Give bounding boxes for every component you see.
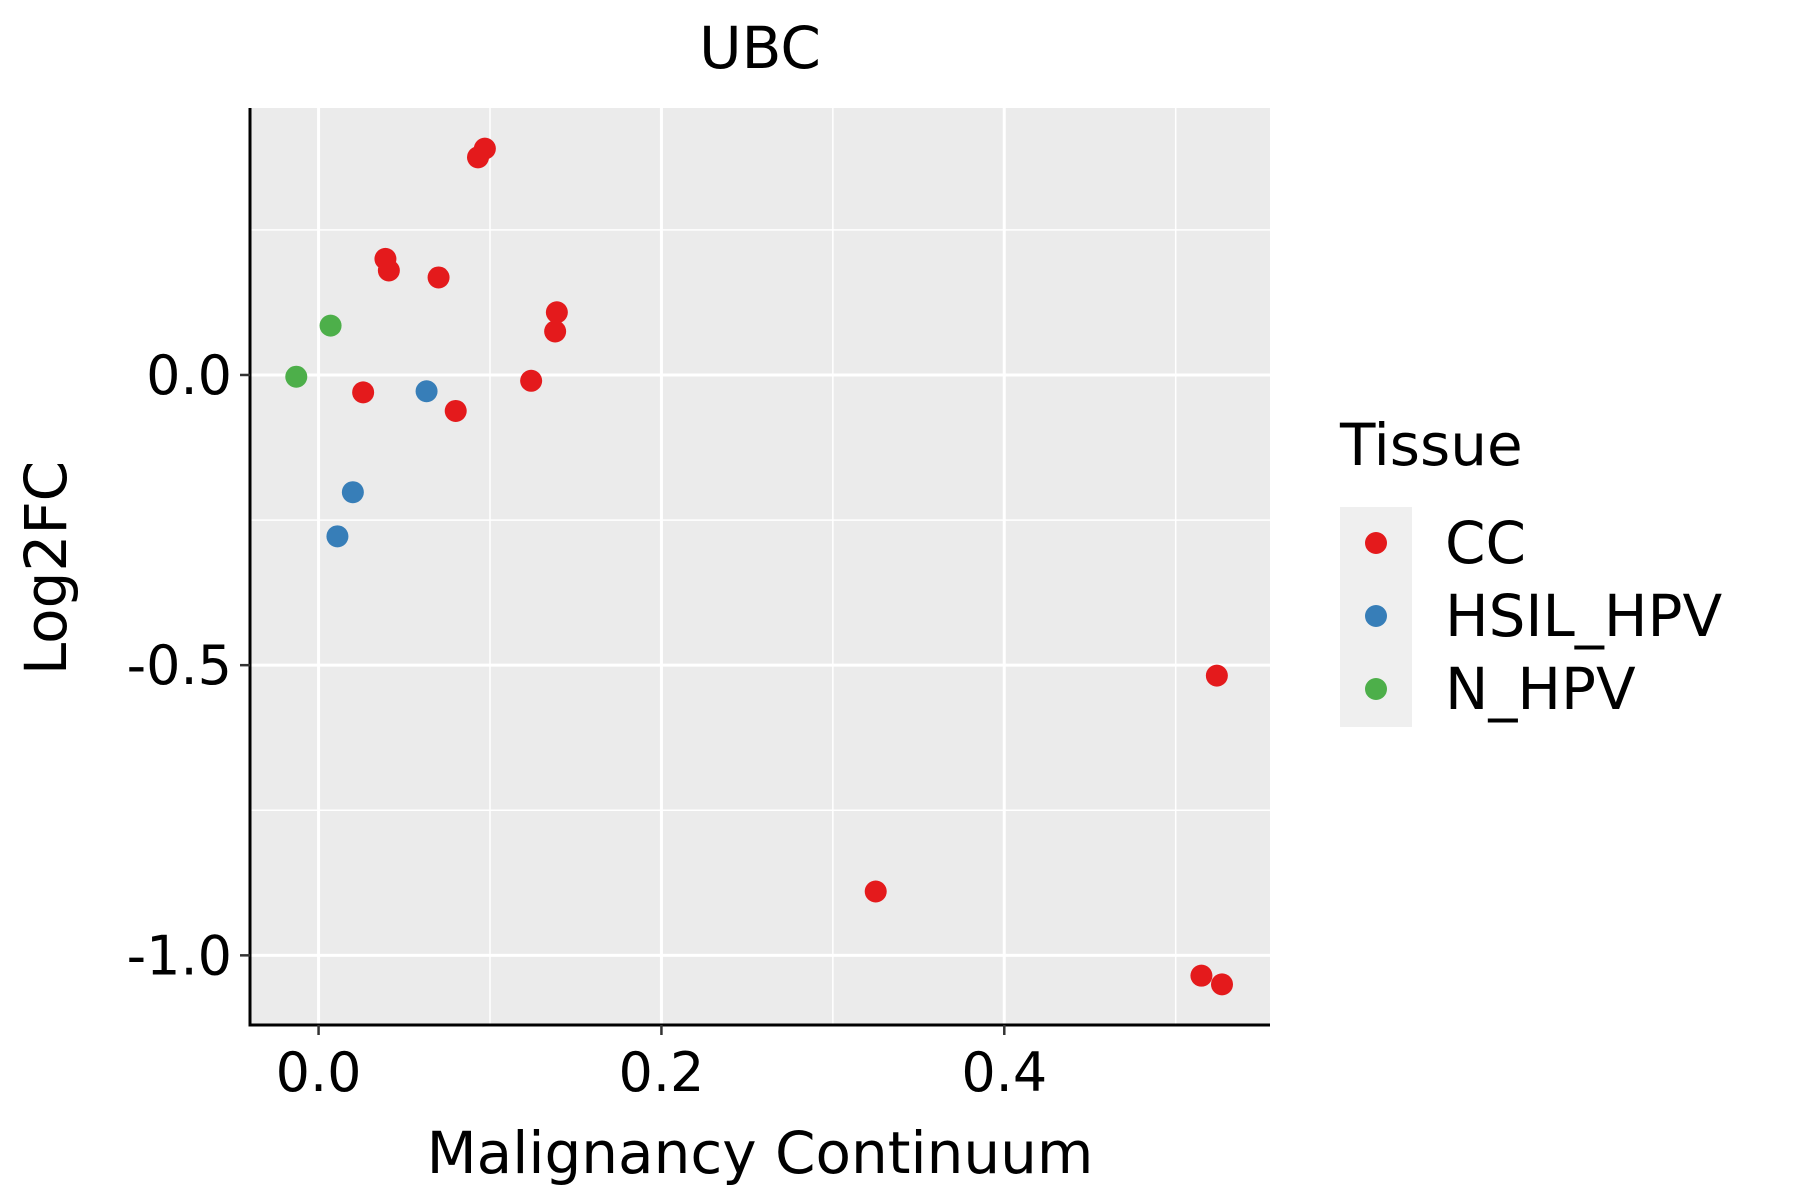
data-points	[285, 137, 1233, 996]
data-point-hsil-hpv	[326, 525, 349, 548]
legend-key-n-hpv	[1365, 678, 1387, 700]
data-point-n-hpv	[319, 314, 342, 337]
data-point-cc	[864, 880, 887, 903]
data-point-cc	[473, 137, 496, 160]
data-point-cc	[427, 266, 450, 289]
y-axis-label: Log2FC	[12, 461, 80, 675]
data-point-cc	[1211, 973, 1233, 996]
data-point-cc	[520, 369, 543, 392]
data-point-cc	[1190, 964, 1213, 987]
legend-label: CC	[1445, 509, 1526, 577]
data-point-hsil-hpv	[341, 481, 364, 504]
legend-key-cc	[1365, 532, 1387, 554]
x-tick-label: 0.4	[961, 1041, 1047, 1104]
x-tick-label: 0.0	[276, 1041, 362, 1104]
grid-major	[250, 108, 1270, 1025]
data-point-cc	[1205, 664, 1228, 687]
legend-key-hsil-hpv	[1365, 605, 1387, 627]
x-tick-label: 0.2	[618, 1041, 704, 1104]
plot-panel	[250, 108, 1270, 1025]
legend-label: N_HPV	[1445, 655, 1636, 723]
data-point-n-hpv	[285, 365, 308, 388]
legend-label: HSIL_HPV	[1445, 582, 1722, 650]
y-tick-label: -1.0	[127, 924, 232, 987]
data-point-cc	[377, 259, 400, 282]
data-point-cc	[544, 320, 567, 343]
chart-title: UBC	[699, 14, 821, 82]
x-axis-ticks: 0.0 0.2 0.4	[276, 1025, 1047, 1104]
grid-minor	[250, 108, 1270, 1025]
y-tick-label: -0.5	[127, 634, 232, 697]
legend-title: Tissue	[1339, 411, 1523, 479]
x-axis-label: Malignancy Continuum	[427, 1119, 1094, 1187]
data-point-cc	[352, 381, 375, 404]
y-tick-label: 0.0	[146, 344, 232, 407]
y-axis-ticks: 0.0 -0.5 -1.0	[127, 344, 250, 987]
data-point-hsil-hpv	[415, 380, 438, 403]
data-point-cc	[444, 399, 467, 422]
data-point-cc	[545, 301, 568, 324]
